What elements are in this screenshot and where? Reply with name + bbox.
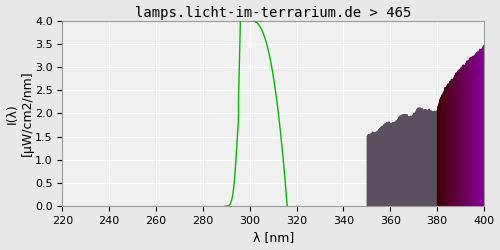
X-axis label: λ [nm]: λ [nm] [252, 232, 294, 244]
Y-axis label: I(λ)
[μW/cm2/nm]: I(λ) [μW/cm2/nm] [6, 71, 34, 156]
Title: lamps.licht-im-terrarium.de > 465: lamps.licht-im-terrarium.de > 465 [135, 6, 411, 20]
